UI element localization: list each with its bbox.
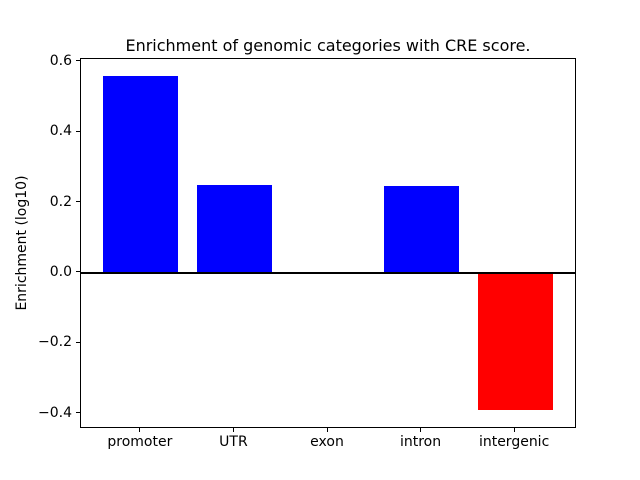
bar-UTR (197, 184, 272, 273)
x-tick-label-intergenic: intergenic (478, 434, 550, 450)
y-tick-label: 0.4 (49, 123, 72, 140)
bar-intron (384, 185, 459, 273)
y-tick-label: 0.6 (49, 52, 72, 69)
bar-intergenic (477, 272, 553, 411)
x-tick-label-exon: exon (310, 434, 344, 450)
y-tick-mark (76, 271, 80, 273)
x-tick-mark (139, 428, 141, 432)
y-tick-mark (76, 341, 80, 343)
y-tick-label: 0.0 (49, 263, 72, 280)
y-tick-mark (76, 201, 80, 202)
y-tick-mark (76, 412, 80, 414)
x-tick-mark (232, 428, 234, 432)
x-tick-label-promoter: promoter (107, 434, 173, 450)
y-tick-label: 0.2 (49, 193, 72, 210)
y-tick-mark (76, 130, 80, 132)
y-tick-label: −0.4 (38, 404, 72, 421)
x-tick-label-intron: intron (399, 434, 442, 450)
x-tick-label-UTR: UTR (219, 434, 248, 450)
bar-promoter (103, 75, 179, 273)
y-tick-mark (76, 60, 80, 62)
zero-line (81, 271, 575, 274)
x-tick-mark (513, 428, 515, 432)
x-tick-mark (420, 428, 422, 432)
chart-title: Enrichment of genomic categories with CR… (125, 36, 531, 55)
y-tick-label: −0.2 (38, 334, 72, 351)
y-axis-label: Enrichment (log10) (14, 175, 30, 311)
x-tick-mark (326, 428, 328, 432)
plot-area (80, 58, 576, 428)
